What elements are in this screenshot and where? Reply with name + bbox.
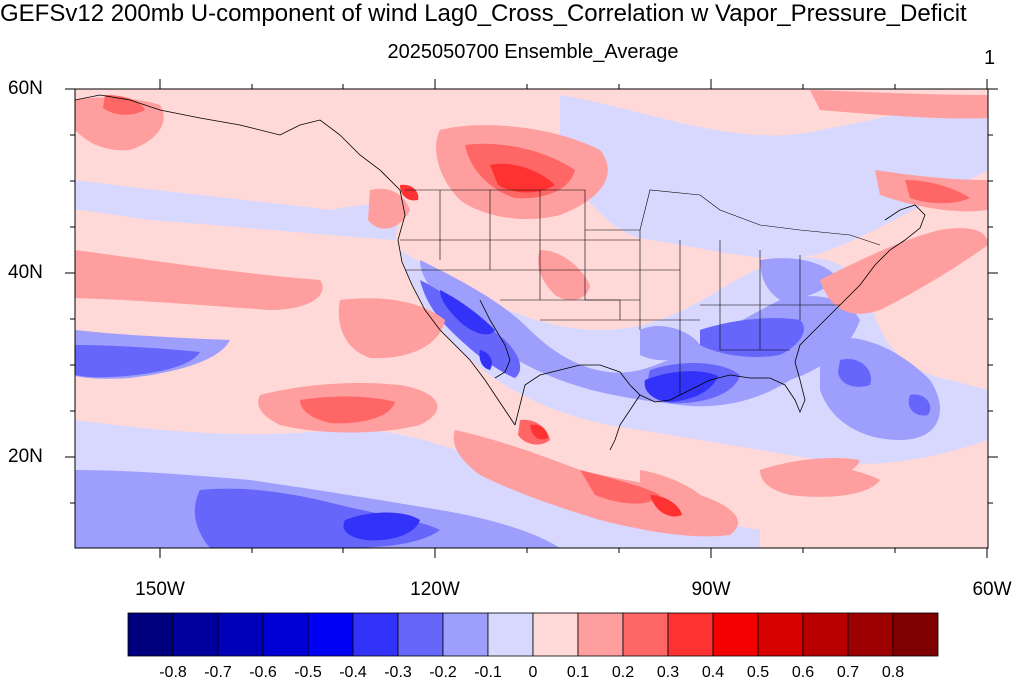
colorbar-label: 0.6 <box>791 664 815 681</box>
contour-field <box>75 89 988 548</box>
colorbar-swatch <box>847 612 894 657</box>
colorbar-swatch <box>622 612 669 657</box>
colorbar-swatch <box>442 612 489 657</box>
colorbar-label: -0.1 <box>474 664 502 681</box>
colorbar-label: 0 <box>528 664 538 681</box>
colorbar-swatch <box>532 612 579 657</box>
colorbar-swatch <box>172 612 219 657</box>
colorbar-swatch <box>262 612 309 657</box>
colorbar-label: 0.8 <box>881 664 905 681</box>
colorbar-label: 0.7 <box>836 664 860 681</box>
colorbar-label: -0.5 <box>294 664 322 681</box>
colorbar-label: 0.3 <box>656 664 680 681</box>
colorbar-label: -0.6 <box>249 664 277 681</box>
lon-label-90w: 90W <box>691 579 731 600</box>
colorbar-swatch <box>802 612 849 657</box>
colorbar-swatch <box>307 612 354 657</box>
lat-label-20n: 20N <box>8 446 43 467</box>
colorbar-swatch <box>127 612 174 657</box>
colorbar <box>127 612 939 657</box>
colorbar-swatch <box>892 612 939 657</box>
colorbar-swatch <box>217 612 264 657</box>
colorbar-label: 0.4 <box>701 664 725 681</box>
colorbar-label: 0.5 <box>746 664 770 681</box>
coastlines <box>75 94 926 451</box>
colorbar-label: -0.2 <box>429 664 457 681</box>
colorbar-swatch <box>352 612 399 657</box>
colorbar-swatch <box>397 612 444 657</box>
colorbar-swatch <box>577 612 624 657</box>
colorbar-swatch <box>487 612 534 657</box>
lon-label-150w: 150W <box>135 579 185 600</box>
state-borders <box>400 189 881 395</box>
colorbar-label: -0.4 <box>339 664 367 681</box>
colorbar-swatch <box>667 612 714 657</box>
chart-title: GEFSv12 200mb U-component of wind Lag0_C… <box>0 0 967 27</box>
chart-subtitle: 2025050700 Ensemble_Average <box>387 41 679 63</box>
colorbar-label: -0.7 <box>204 664 232 681</box>
lat-label-60n: 60N <box>8 78 43 99</box>
panel-number: 1 <box>984 47 996 69</box>
lon-label-120w: 120W <box>410 579 460 600</box>
colorbar-label: 0.2 <box>611 664 635 681</box>
colorbar-label: -0.3 <box>384 664 412 681</box>
lon-label-60w: 60W <box>972 579 1012 600</box>
colorbar-label: -0.8 <box>159 664 187 681</box>
lat-label-40n: 40N <box>8 262 43 283</box>
colorbar-swatch <box>712 612 759 657</box>
colorbar-label: 0.1 <box>566 664 590 681</box>
colorbar-swatch <box>757 612 804 657</box>
axis-ticks <box>65 79 998 558</box>
correlation-map <box>65 79 998 558</box>
